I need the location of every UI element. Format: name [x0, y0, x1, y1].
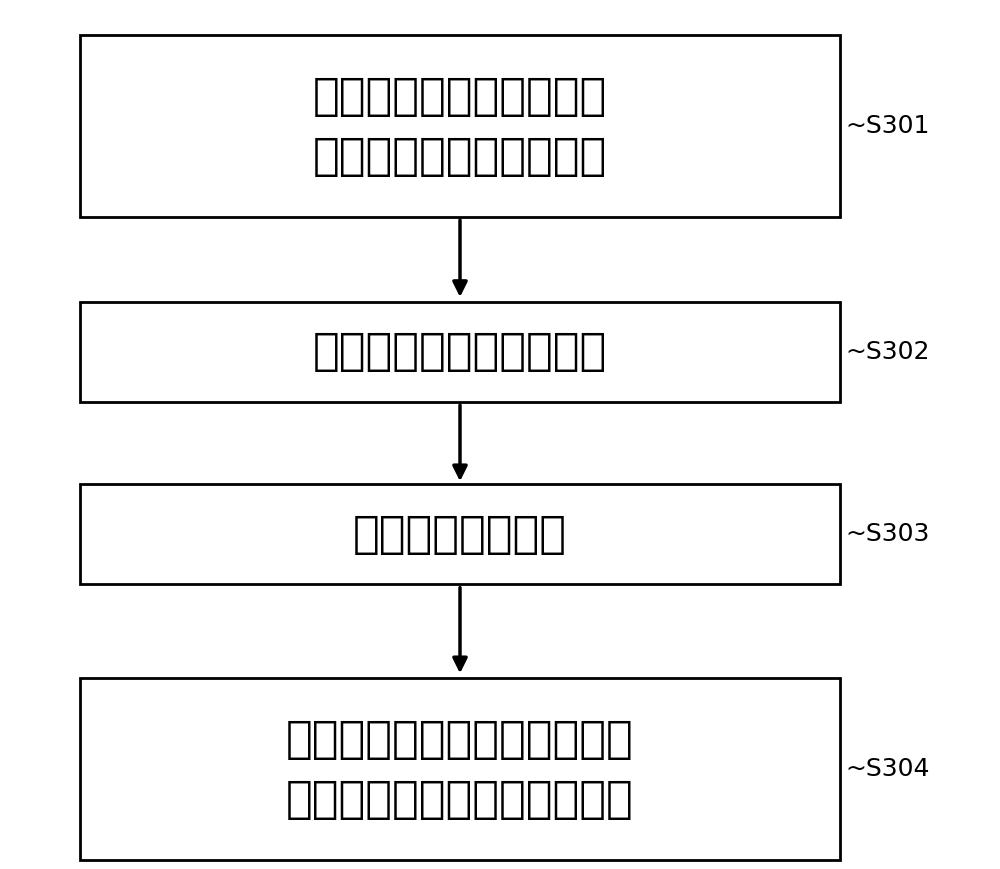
FancyBboxPatch shape — [80, 678, 840, 860]
Text: 生成带模养护指令并执行: 生成带模养护指令并执行 — [313, 330, 607, 374]
Text: ~S302: ~S302 — [845, 340, 930, 364]
Text: 调用与预设混凝土应用类
型相对应的带模养护信息: 调用与预设混凝土应用类 型相对应的带模养护信息 — [313, 75, 607, 177]
Text: 获取实际养护时长: 获取实际养护时长 — [353, 513, 567, 556]
Text: ~S301: ~S301 — [845, 114, 929, 138]
Text: ~S303: ~S303 — [845, 522, 929, 547]
FancyBboxPatch shape — [80, 485, 840, 584]
FancyBboxPatch shape — [80, 302, 840, 401]
Text: ~S304: ~S304 — [845, 757, 930, 781]
Text: 若实际养护时长达到带模养护
时长，则生成脱模指令并执行: 若实际养护时长达到带模养护 时长，则生成脱模指令并执行 — [286, 718, 634, 820]
FancyBboxPatch shape — [80, 35, 840, 217]
